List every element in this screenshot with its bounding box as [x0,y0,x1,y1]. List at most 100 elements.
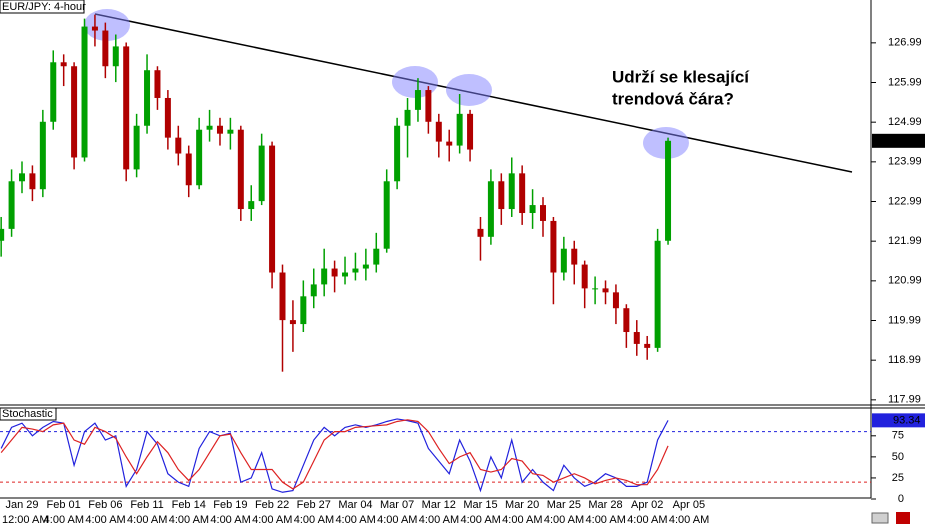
highlight [392,66,438,98]
y-tick-label: 0 [898,493,904,505]
x-time-label: 4:00 AM [335,514,375,525]
x-time-label: 4:00 AM [627,514,667,525]
x-tick-label: Feb 19 [213,499,247,511]
x-tick-label: Mar 07 [380,499,414,511]
stochastic-line [0,419,669,490]
candle-body [216,125,223,134]
candle-body [394,125,401,182]
x-tick-label: Mar 04 [338,499,372,511]
x-tick-label: Feb 11 [130,499,163,511]
x-tick-label: Mar 20 [505,499,539,511]
candle-body [196,129,203,186]
x-time-label: 4:00 AM [294,514,334,525]
candle-body [633,332,640,344]
x-tick-label: Mar 28 [588,499,622,511]
annotation: trendová čára? [612,89,734,108]
candle-body [300,296,307,325]
candle-body [540,205,546,221]
candle-body [665,140,672,241]
y-tick-label: 117.99 [888,394,921,406]
x-time-label: 4:00 AM [460,514,500,525]
x-time-label: 4:00 AM [419,514,459,525]
candle-body [487,181,494,237]
candle-body [279,272,286,321]
candle-body [269,145,276,273]
candle-body [560,248,567,273]
candle-body [602,288,609,293]
x-time-label: 4:00 AM [586,514,626,525]
x-time-label: 4:00 AM [377,514,417,525]
candle-body [446,141,453,146]
candle-body [133,125,140,170]
candle-body [123,46,130,170]
x-time-label: 4:00 AM [210,514,250,525]
x-time-label: 4:00 AM [669,514,709,525]
y-tick-label: 120.99 [888,275,922,287]
candle-body [529,205,536,214]
x-tick-label: Mar 15 [463,499,497,511]
y-tick-label: 121.99 [888,235,922,247]
annotation: Udrží se klesající [612,67,750,86]
candle-body [144,70,151,126]
candle-body [383,181,390,249]
candle-body [0,228,5,241]
last-value-label: 93.34 [893,414,921,426]
candle-body [477,228,484,237]
candle-body [50,62,57,122]
candle-body [331,268,338,277]
candle-body [571,248,578,265]
x-tick-label: Apr 02 [631,499,663,511]
scroll-button[interactable] [871,512,889,524]
candle-body [81,26,88,158]
candle-body [467,113,474,150]
candle-body [310,284,317,297]
y-tick-label: 25 [892,472,904,484]
x-tick-label: Feb 27 [297,499,331,511]
y-tick-label: 75 [892,430,904,442]
x-tick-label: Apr 05 [673,499,705,511]
x-tick-label: Mar 12 [422,499,456,511]
x-tick-label: Feb 22 [255,499,289,511]
y-tick-label: 50 [892,451,904,463]
x-time-label: 4:00 AM [44,514,84,525]
candle-body [102,30,109,67]
candle-body [29,173,36,190]
x-tick-label: Feb 14 [172,499,206,511]
candle-body [237,129,244,210]
x-time-label: 4:00 AM [127,514,167,525]
candle-body [154,70,161,98]
x-tick-label: Mar 25 [547,499,581,511]
candle-body [612,292,619,309]
close-button[interactable] [896,512,910,524]
candle-body [404,109,411,126]
y-tick-label: 126.99 [888,37,922,49]
title-box [0,0,85,14]
candle-body [112,46,119,67]
candle-body [498,181,505,210]
last-value-box [872,413,925,428]
candle-body [39,121,46,190]
candle-body [373,248,380,265]
candle-body [581,264,588,289]
last-price-box [872,133,925,148]
candle-body [425,90,432,122]
x-time-label: 4:00 AM [252,514,292,525]
x-tick-label: Jan 29 [5,499,38,511]
chart-title: EUR/JPY: 4-hour [2,1,86,13]
candle-body [227,129,234,134]
y-tick-label: 125.99 [888,76,922,88]
candle-body [550,220,557,273]
candle-body [519,173,526,214]
y-tick-label: 118.99 [888,354,921,366]
candle-body [289,320,296,325]
candle-body [456,113,463,146]
x-time-label: 4:00 AM [502,514,542,525]
x-time-label: 4:00 AM [85,514,125,525]
candle-body [435,121,442,142]
indicator-title: Stochastic [2,408,53,420]
candle-body [164,97,171,138]
x-tick-label: Feb 01 [47,499,81,511]
candle-body [8,181,15,229]
candle-body [508,173,515,210]
